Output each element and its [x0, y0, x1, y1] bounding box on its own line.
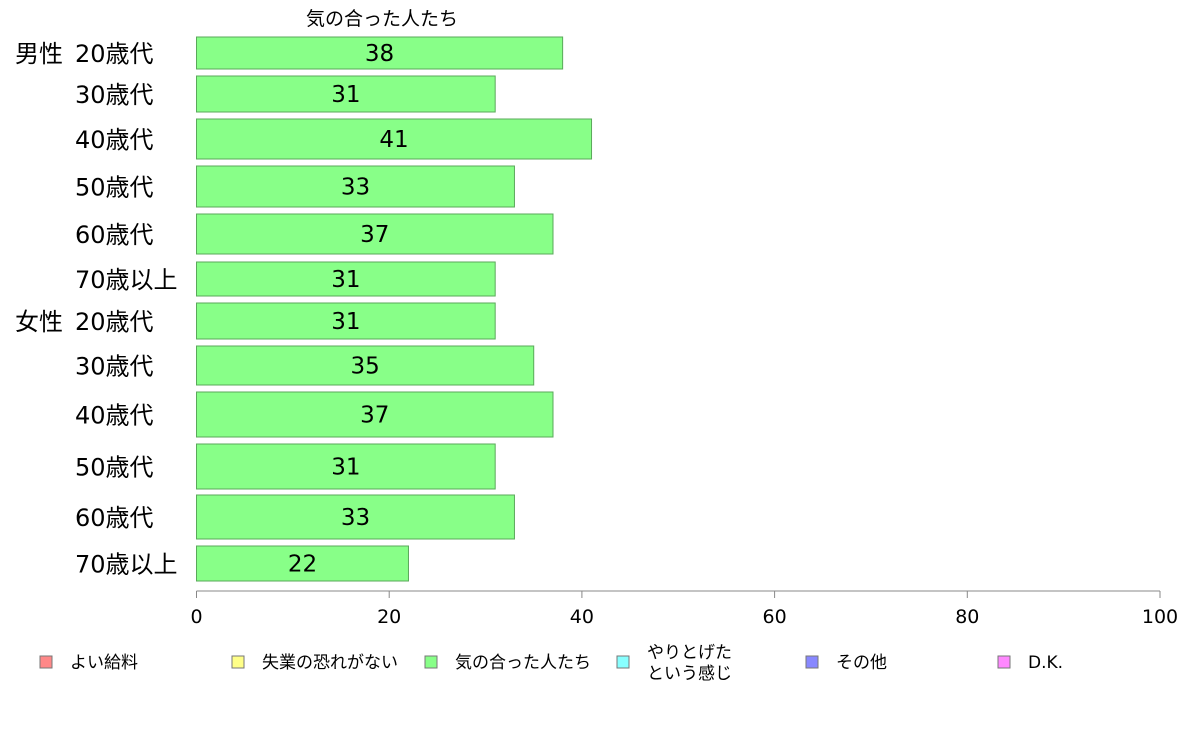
- bar: [196, 118, 593, 160]
- x-tick-label: 40: [570, 606, 594, 628]
- legend-label: D.K.: [1028, 653, 1063, 673]
- category-label: 30歳代: [75, 353, 154, 381]
- bar-value-label: 41: [379, 127, 408, 153]
- group-label: 男性: [15, 40, 63, 68]
- bar-value-label: 31: [331, 455, 360, 481]
- legend-label: 気の合った人たち: [455, 653, 591, 673]
- bar: [196, 165, 515, 208]
- bar: [196, 494, 515, 540]
- bar-value-label: 31: [331, 82, 360, 108]
- legend-label: よい給料: [70, 653, 138, 673]
- legend-swatch: [424, 655, 438, 669]
- bar: [196, 75, 496, 113]
- bar: [196, 443, 496, 490]
- category-label: 70歳以上: [75, 266, 178, 294]
- legend-swatch: [997, 655, 1011, 669]
- legend-swatch: [231, 655, 245, 669]
- bar: [196, 36, 564, 70]
- x-tick-label: 100: [1142, 606, 1178, 628]
- category-label: 60歳代: [75, 221, 154, 249]
- bar-value-label: 37: [360, 403, 389, 429]
- category-label: 70歳以上: [75, 551, 178, 579]
- bar: [196, 302, 496, 340]
- legend-swatch: [616, 655, 630, 669]
- category-label: 50歳代: [75, 174, 154, 202]
- bar-value-label: 38: [365, 41, 394, 67]
- chart-title: 気の合った人たち: [306, 8, 458, 30]
- bar: [196, 545, 409, 582]
- legend: よい給料 失業の恐れがない 気の合った人たち やりとげたという感じ その他 D.K.: [39, 643, 1063, 684]
- x-tick-label: 60: [763, 606, 787, 628]
- category-label: 50歳代: [75, 454, 154, 482]
- legend-swatch: [805, 655, 819, 669]
- bar: [196, 213, 554, 255]
- category-labels: 20歳代男性30歳代40歳代50歳代60歳代70歳以上20歳代女性30歳代40歳…: [15, 40, 178, 579]
- bar-value-label: 33: [341, 175, 370, 201]
- group-label: 女性: [15, 308, 63, 336]
- x-tick-label: 80: [955, 606, 979, 628]
- category-label: 40歳代: [75, 402, 154, 430]
- legend-label: その他: [836, 653, 887, 673]
- bar-value-label: 33: [341, 505, 370, 531]
- x-tick-label: 20: [377, 606, 401, 628]
- legend-swatch: [39, 655, 53, 669]
- bar-value-label: 31: [331, 309, 360, 335]
- category-label: 60歳代: [75, 504, 154, 532]
- category-label: 30歳代: [75, 81, 154, 109]
- x-axis: 0 20 40 60 80 100: [190, 590, 1178, 628]
- bar: [196, 345, 535, 386]
- legend-label: やりとげたという感じ: [647, 643, 732, 684]
- bar-value-label: 37: [360, 222, 389, 248]
- bar-value-label: 35: [350, 354, 379, 380]
- bar: [196, 391, 554, 438]
- category-label: 20歳代: [75, 308, 154, 336]
- bar: [196, 261, 496, 297]
- bar-value-label: 31: [331, 267, 360, 293]
- bar-value-label: 22: [288, 552, 317, 578]
- legend-label: 失業の恐れがない: [262, 653, 398, 673]
- category-label: 20歳代: [75, 40, 154, 68]
- x-tick-label: 0: [190, 606, 202, 628]
- category-label: 40歳代: [75, 126, 154, 154]
